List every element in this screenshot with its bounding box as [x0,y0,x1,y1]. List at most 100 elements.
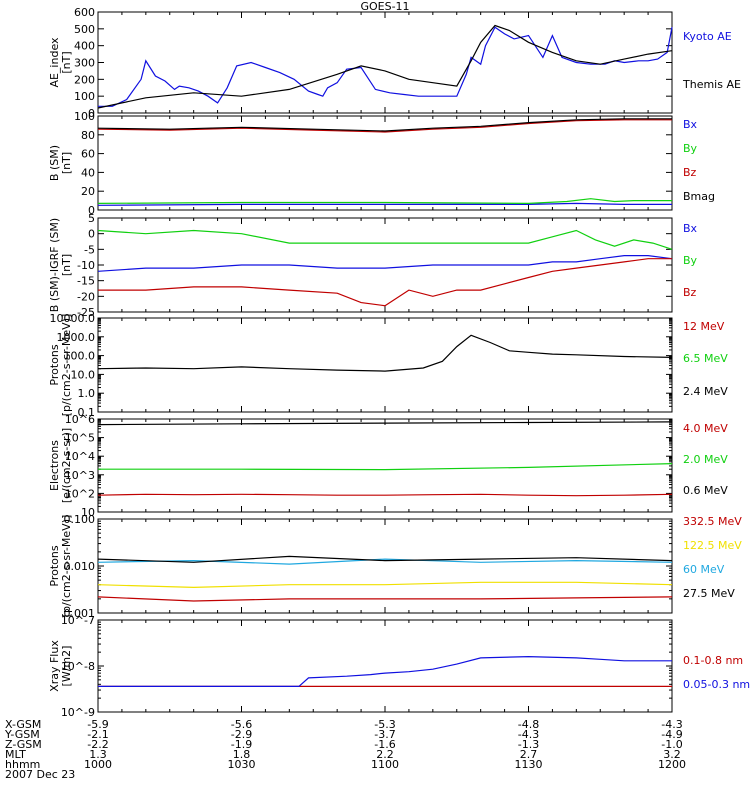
series-line-4-0-mev [97,493,673,497]
series-line-27-5-mev [97,555,673,563]
y-tick-label: -25 [77,306,95,319]
footer-value: -4.8 [518,718,539,731]
legend-label: 2.4 MeV [683,385,728,398]
y-tick-label: 20 [81,185,95,198]
footer-value: -5.9 [87,718,108,731]
panel-frame [97,317,673,413]
y-tick-label: 100 [74,90,95,103]
panel-6 [97,518,673,614]
legend-label: Kyoto AE [683,30,732,43]
footer-row-label: MLT [5,748,26,761]
series-line-0-05-0-3-nm [98,655,672,688]
legend-label: 6.5 MeV [683,352,728,365]
series-line-60-mev [97,558,673,565]
legend-label: Bz [683,286,697,299]
series-line-2-4-mev [97,334,673,372]
series-line-2-0-mev [98,463,673,471]
y-tick-label: -10 [77,259,95,272]
footer-value: -3.7 [374,728,395,741]
y-tick-label: 400 [74,40,95,53]
footer-value: -4.3 [661,718,682,731]
y-tick-label: 0 [88,204,95,217]
footer-value: -5.3 [374,718,395,731]
footer-value: -4.9 [661,728,682,741]
footer-row-label: Y-GSM [4,728,40,741]
footer-value: -2.9 [231,728,252,741]
y-axis-label: [p/(cm2-s-sr-MeV)] [60,515,73,618]
y-tick-label: 0 [88,228,95,241]
legend-label: By [683,254,698,267]
series-line-bz [97,119,672,133]
series-line-kyoto-ae [98,26,673,107]
y-axis-label: [p/(cm2-s-sr-MeV)] [60,314,73,417]
y-tick-label: 0 [88,107,95,120]
legend-label: 60 MeV [683,563,725,576]
footer-value: 2.7 [520,748,538,761]
y-tick-label: 600 [74,6,95,19]
y-tick-label: 10^3 [65,469,95,482]
footer-value: 1.8 [233,748,251,761]
y-tick-label: 10^2 [65,487,95,500]
footer-value: 3.2 [663,748,681,761]
y-axis-label: [nT] [60,254,73,276]
legend-label: 2.0 MeV [683,453,728,466]
y-axis-label: Electrons [48,440,61,491]
series-line-bz [98,258,672,307]
y-tick-label: -15 [77,275,95,288]
panel-2 [97,115,673,211]
footer-value: -1.6 [374,738,395,751]
y-tick-label: 300 [74,57,95,70]
y-tick-label: 0.001 [64,607,96,620]
y-tick-label: 0.010 [64,560,96,573]
panel-4 [97,317,673,413]
footer-value: -1.9 [231,738,252,751]
y-axis-label: B (SM) [48,145,61,181]
footer-value: -1.0 [661,738,682,751]
y-tick-label: 10.0 [71,368,96,381]
footer-row-label: X-GSM [5,718,41,731]
y-tick-label: 0.100 [64,513,96,526]
y-axis-label: Xray Flux [48,640,61,692]
series-line-by [97,229,673,250]
y-axis-label: B (SM)-IGRF (SM) [48,218,61,312]
y-tick-label: 10^-8 [61,660,95,673]
y-axis-label: Protons [48,344,61,385]
panel-1 [97,11,673,114]
y-tick-label: 500 [74,23,95,36]
y-tick-label: 10^-7 [61,614,95,627]
y-tick-label: 80 [81,129,95,142]
legend-label: 0.6 MeV [683,484,728,497]
footer-value: 1.3 [89,748,107,761]
legend-label: Bx [683,118,698,131]
footer-value: 1030 [228,758,256,771]
legend-label: Themis AE [682,78,741,91]
series-line-bmag [97,118,672,132]
panel-3 [97,217,673,313]
panel-frame [97,619,673,713]
y-axis-label: [e/(cm2-s-sr)] [60,428,73,503]
footer-value: -2.2 [87,738,108,751]
y-tick-label: 10^-9 [61,706,95,719]
footer-value: 1100 [371,758,399,771]
y-tick-label: 0.1 [78,406,96,419]
chart-title: GOES-11 [360,0,409,13]
footer-value: -1.3 [518,738,539,751]
legend-label: 27.5 MeV [683,587,735,600]
legend-label: 332.5 MeV [683,515,742,528]
y-axis-label: Protons [48,545,61,586]
legend-label: By [683,142,698,155]
series-line-122-5-mev [97,581,673,589]
footer-value: -2.1 [87,728,108,741]
y-axis-label: AE_index [48,37,61,88]
y-tick-label: 200 [74,73,95,86]
legend-label: Bz [683,166,697,179]
legend-label: 12 MeV [683,320,725,333]
legend-label: Bmag [683,190,715,203]
series-line-bx [97,255,673,272]
y-tick-label: -5 [84,243,95,256]
series-line-bx [97,202,672,206]
footer-row-label: Z-GSM [5,738,42,751]
panel-5 [97,418,673,513]
y-tick-label: 60 [81,148,95,161]
